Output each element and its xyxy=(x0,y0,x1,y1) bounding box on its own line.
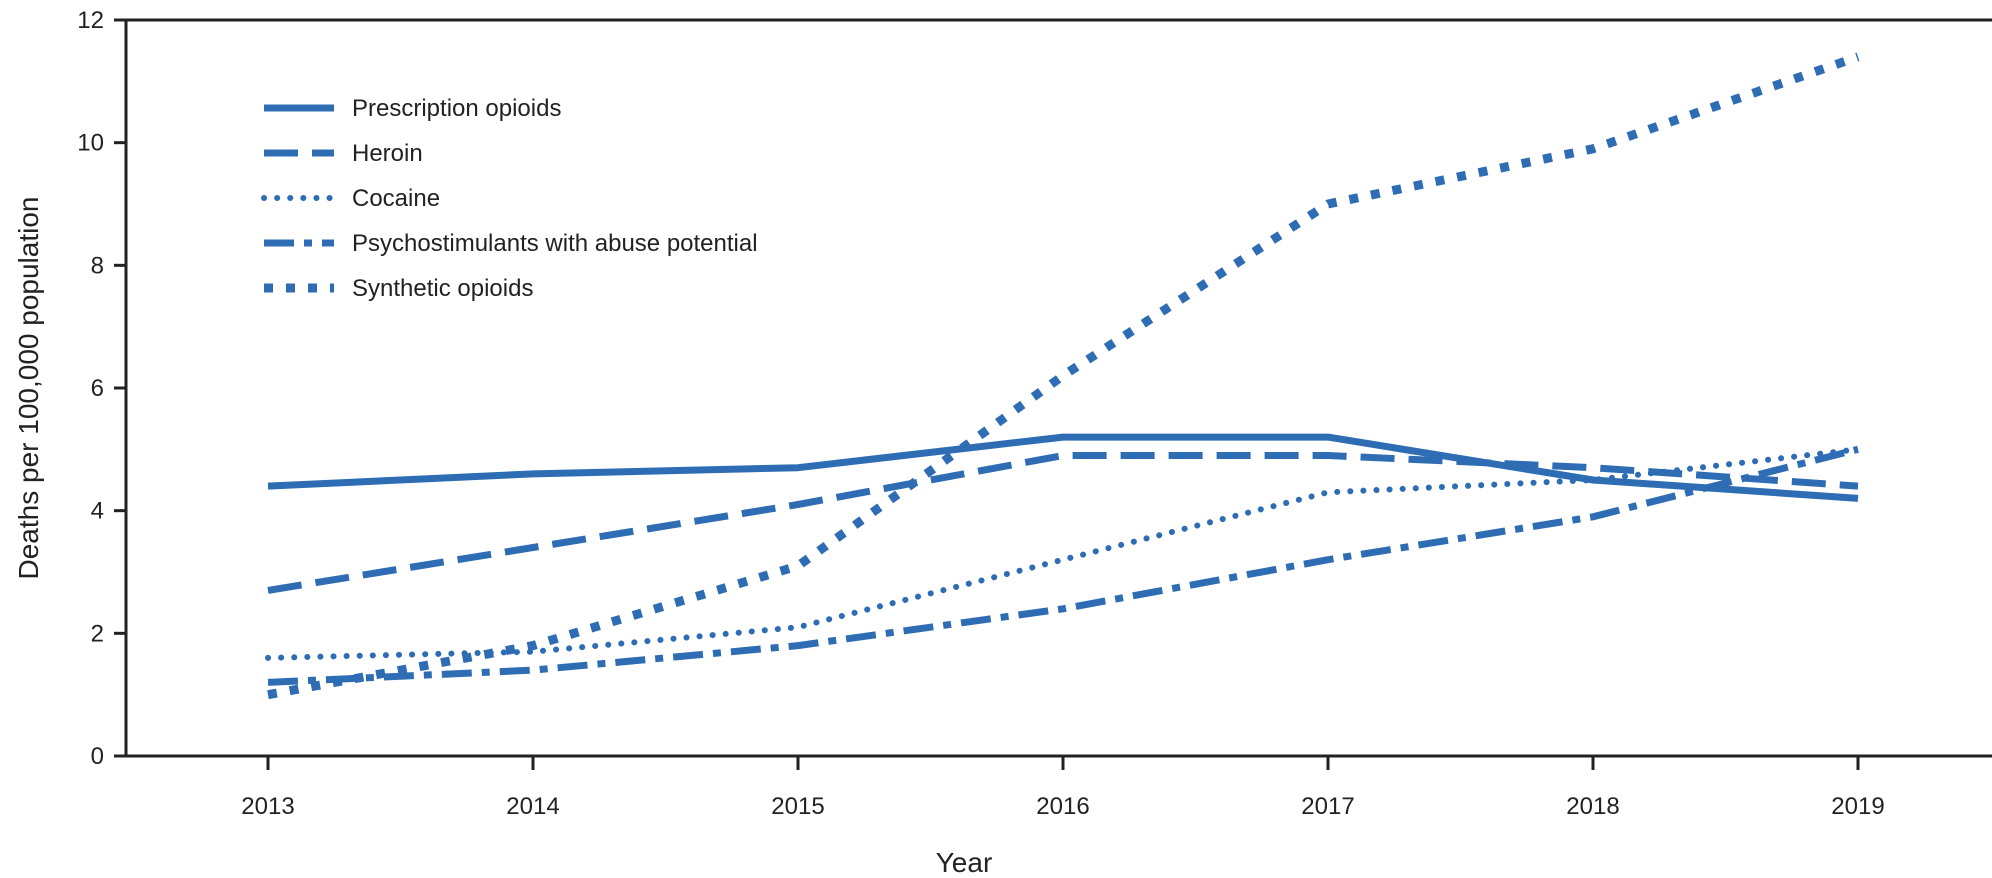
series-line-synthetic-opioids xyxy=(267,52,1860,700)
data-point xyxy=(798,627,799,628)
y-ticks: 0 2 4 6 8 10 12 xyxy=(77,7,126,770)
x-axis-title: Year xyxy=(936,847,993,878)
x-tick-label: 2016 xyxy=(1036,793,1089,820)
legend-label: Cocaine xyxy=(352,185,440,212)
series-lines xyxy=(265,52,1861,700)
legend-label: Synthetic opioids xyxy=(352,275,533,302)
x-tick-label: 2013 xyxy=(241,793,294,820)
x-tick-label: 2017 xyxy=(1301,793,1354,820)
x-tick-label: 2014 xyxy=(506,793,559,820)
legend-label: Prescription opioids xyxy=(352,95,561,122)
x-tick-label: 2018 xyxy=(1566,793,1619,820)
y-axis-title: Deaths per 100,000 population xyxy=(13,197,44,580)
x-tick-label: 2015 xyxy=(771,793,824,820)
x-tick-label: 2019 xyxy=(1831,793,1884,820)
x-ticks: 2013 2014 2015 2016 2017 2018 2019 xyxy=(241,756,1885,820)
data-point xyxy=(1328,492,1329,493)
y-tick-label: 0 xyxy=(91,743,104,770)
data-point xyxy=(1063,559,1064,560)
series-line-heroin xyxy=(267,452,1859,594)
y-tick-label: 8 xyxy=(91,252,104,279)
data-point xyxy=(533,670,534,671)
y-tick-label: 2 xyxy=(91,620,104,647)
data-point xyxy=(1063,375,1064,376)
y-tick-label: 4 xyxy=(91,498,104,525)
data-point xyxy=(1063,455,1064,456)
legend-label: Heroin xyxy=(352,140,423,167)
series-line-prescription-opioids xyxy=(267,433,1859,502)
series-line-cocaine xyxy=(265,446,1861,661)
legend-label: Psychostimulants with abuse potential xyxy=(352,230,758,257)
y-tick-label: 6 xyxy=(91,375,104,402)
y-tick-label: 10 xyxy=(77,130,104,157)
series-line-psychostimulants-with-abuse-potential xyxy=(267,445,1859,686)
plot-area xyxy=(124,18,1992,758)
legend: Prescription opioids Heroin Cocaine Psychos… xyxy=(261,95,758,302)
data-point xyxy=(798,565,799,566)
data-point xyxy=(1593,467,1594,468)
y-tick-label: 12 xyxy=(77,7,104,34)
